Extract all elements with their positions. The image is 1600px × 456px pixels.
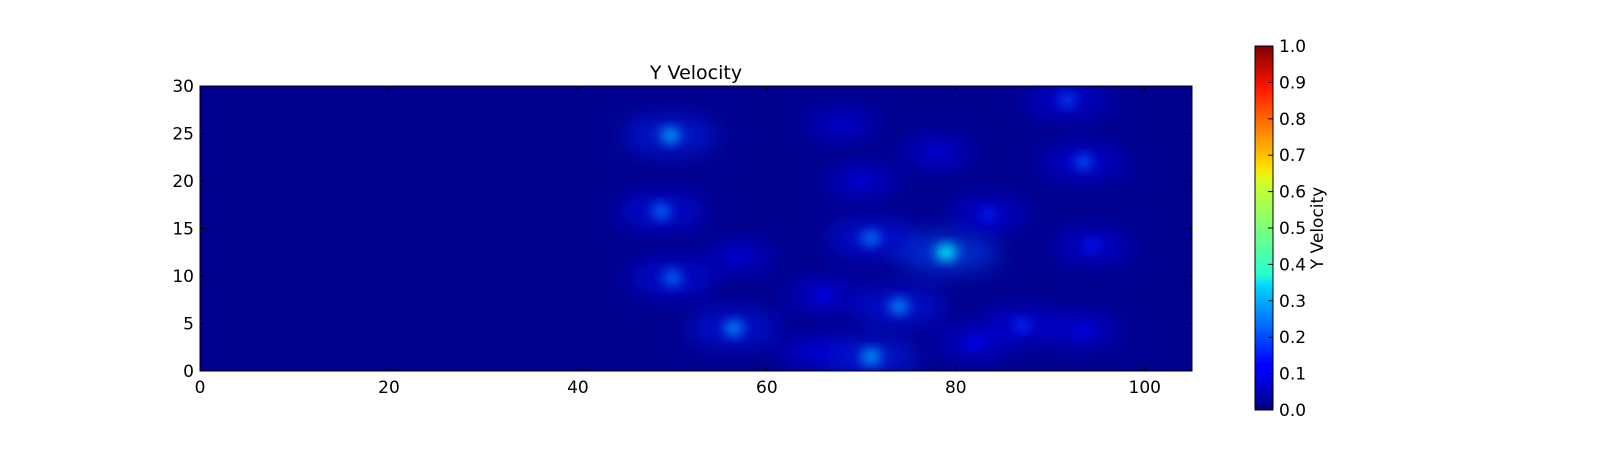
y-tick-label: 5 — [183, 315, 194, 335]
heatmap-peak-8 — [1074, 155, 1092, 169]
colorbar-tick-label: 0.1 — [1279, 365, 1306, 385]
colorbar-tick-label: 0.9 — [1279, 73, 1306, 93]
colorbar-tick-label: 0.7 — [1279, 146, 1306, 166]
y-tick-label: 30 — [172, 77, 194, 97]
heatmap-peak-13 — [980, 207, 997, 221]
plot-area — [199, 85, 1193, 372]
colorbar-ticks: 0.0 0.1 0.2 0.3 0.4 0.5 0.6 0.7 0.8 0.9 1.0 — [1268, 37, 1306, 421]
colorbar-label: Y Velocity — [1308, 187, 1328, 270]
heatmap-peak-5 — [889, 299, 909, 314]
heatmap-peak-18 — [816, 289, 831, 301]
heatmap-peak-7 — [861, 230, 880, 246]
colorbar-tick-label: 0.3 — [1279, 292, 1306, 312]
y-tick-label: 15 — [172, 220, 194, 240]
heatmap-peak-4 — [861, 349, 881, 365]
y-tick-label: 10 — [172, 267, 194, 287]
colorbar: 0.0 0.1 0.2 0.3 0.4 0.5 0.6 0.7 0.8 0.9 1.0 Y Velo… — [1254, 37, 1328, 421]
heatmap-peak-20 — [807, 346, 822, 358]
heatmap-peak-14 — [854, 175, 869, 187]
heatmap-peak-2 — [663, 270, 682, 285]
y-tick-label: 25 — [172, 125, 194, 145]
heatmap-peak-10 — [1085, 239, 1101, 252]
heatmap-peak-6 — [935, 244, 957, 261]
heatmap-peak-17 — [731, 251, 746, 263]
colorbar-tick-label: 0.8 — [1279, 110, 1306, 130]
x-tick-label: 60 — [756, 378, 778, 398]
colorbar-tick-label: 0.5 — [1279, 219, 1306, 239]
y-axis: 0 5 10 15 20 25 30 — [172, 77, 1192, 382]
colorbar-tick-label: 0.6 — [1279, 183, 1306, 203]
heatmap-peak-19 — [967, 336, 983, 349]
x-tick-label: 80 — [945, 378, 967, 398]
heatmap-peak-11 — [1075, 324, 1091, 337]
x-tick-label: 40 — [567, 378, 589, 398]
heatmap-peak-1 — [652, 204, 671, 219]
x-tick-label: 100 — [1129, 378, 1161, 398]
heatmap-peak-0 — [660, 127, 681, 143]
heatmap-features — [616, 86, 1132, 371]
heatmap-peak-15 — [929, 146, 944, 159]
x-tick-label: 20 — [378, 378, 400, 398]
y-tick-label: 0 — [183, 362, 194, 382]
heatmap-peak-3 — [724, 321, 744, 336]
y-tick-label: 20 — [172, 172, 194, 192]
heatmap-peak-16 — [835, 118, 850, 130]
x-axis: 0 20 40 60 80 100 — [195, 86, 1161, 398]
heatmap-peak-9 — [1058, 93, 1076, 107]
colorbar-tick-label: 0.0 — [1279, 401, 1306, 421]
colorbar-tick-label: 0.4 — [1279, 255, 1306, 275]
colorbar-tick-label: 0.2 — [1279, 328, 1306, 348]
x-tick-label: 0 — [195, 378, 206, 398]
chart-title: Y Velocity — [649, 62, 742, 84]
colorbar-tick-label: 1.0 — [1279, 37, 1306, 57]
heatmap-peak-12 — [1013, 318, 1031, 332]
